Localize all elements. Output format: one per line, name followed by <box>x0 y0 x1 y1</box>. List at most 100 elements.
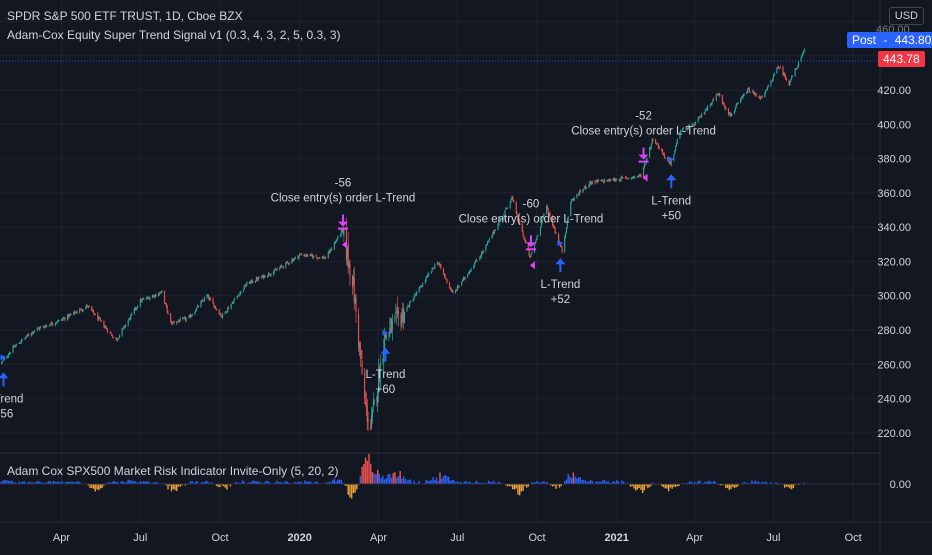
candle-body <box>202 300 204 301</box>
candle-body <box>189 315 191 317</box>
post-separator: - <box>883 33 888 47</box>
candle-body <box>717 94 719 96</box>
indicator-bar <box>803 482 805 484</box>
candle-body <box>269 274 271 276</box>
indicator-bar <box>200 482 202 484</box>
candle-body <box>704 111 706 114</box>
currency-button[interactable]: USD <box>888 7 924 25</box>
candle-body <box>461 282 463 286</box>
indicator-bar <box>662 484 665 488</box>
indicator-bar <box>463 481 465 484</box>
candle-body <box>306 254 308 256</box>
candle-body <box>789 81 791 86</box>
candle-body <box>688 124 690 127</box>
indicator-bar <box>432 477 434 484</box>
indicator-bar <box>775 482 777 484</box>
indicator-bar <box>382 475 384 484</box>
candle-body <box>595 179 597 181</box>
candle-body <box>528 250 530 257</box>
candle-body <box>226 311 228 313</box>
candle-body <box>552 216 554 226</box>
candle-body <box>621 177 623 179</box>
candle-body <box>64 318 66 320</box>
candle-body <box>491 235 493 239</box>
candle-body <box>158 292 160 295</box>
indicator-bar <box>324 482 327 484</box>
indicator-bar <box>0 482 1 484</box>
candle-body <box>530 254 532 258</box>
candle-body <box>149 297 151 300</box>
candle-body <box>536 236 538 240</box>
candle-body <box>191 314 193 316</box>
indicator-bar <box>122 481 124 484</box>
candle-body <box>721 95 723 103</box>
indicator-bar <box>179 484 181 487</box>
candle-body <box>434 264 436 268</box>
time-axis[interactable]: Apr Jul Oct 2020 Apr Jul Oct 2021 Apr Jul Oct <box>53 532 862 544</box>
candle-body <box>656 143 658 145</box>
indicator-bar <box>127 479 129 484</box>
indicator-bar <box>278 482 280 484</box>
candle-body <box>650 143 652 148</box>
indicator-bar <box>641 484 644 494</box>
candle-body <box>407 305 409 308</box>
candle-body <box>383 350 385 363</box>
indicator-bar <box>40 482 43 484</box>
candle-body <box>209 298 211 300</box>
candle-body <box>766 87 768 91</box>
strategy-title[interactable]: Adam-Cox Equity Super Trend Signal v1 (0… <box>7 28 341 42</box>
candle-body <box>559 243 561 247</box>
candle-body <box>275 269 277 271</box>
indicator-bar <box>790 484 793 490</box>
candle-body <box>335 240 337 242</box>
candle-body <box>731 114 733 115</box>
candle-body <box>421 286 423 288</box>
candle-body <box>734 107 736 110</box>
candle-body <box>548 213 550 215</box>
indicator-bar <box>758 481 760 484</box>
indicator-bar <box>515 484 517 489</box>
candle-body <box>183 317 185 319</box>
indicator-bar <box>103 484 105 486</box>
candle-body <box>439 264 441 266</box>
candle-body <box>20 342 22 344</box>
indicator-bar <box>340 479 342 484</box>
indicator-bar <box>205 480 207 484</box>
candle-body <box>522 231 524 237</box>
candle-body <box>701 113 703 118</box>
indicator-bar <box>136 482 138 484</box>
indicator-bar <box>441 478 443 484</box>
indicator-bar <box>709 481 711 484</box>
indicator-bar <box>719 484 722 486</box>
candle-body <box>431 267 433 271</box>
indicator-bar <box>267 481 270 484</box>
candle-body <box>48 324 50 326</box>
candle-body <box>280 265 283 267</box>
symbol-title[interactable]: SPDR S&P 500 ETF TRUST, 1D, Cboe BZX <box>7 9 243 23</box>
indicator-bar <box>1 481 3 484</box>
candle-body <box>525 240 527 244</box>
candle-body <box>662 150 664 154</box>
price-axis[interactable]: 220.00 240.00 260.00 280.00 300.00 320.00 340.… <box>877 85 911 440</box>
candle-body <box>232 302 234 304</box>
indicator-title[interactable]: Adam Cox SPX500 Market Risk Indicator In… <box>7 464 339 478</box>
candle-body <box>105 326 107 328</box>
indicator-bar <box>614 482 616 484</box>
candle-body <box>620 177 622 182</box>
time-tick-label: Apr <box>686 532 703 544</box>
candle-body <box>353 277 355 302</box>
candle-body <box>112 336 114 338</box>
candle-body <box>430 271 432 274</box>
candle-body <box>445 278 447 280</box>
indicator-bar <box>347 484 349 495</box>
candle-body <box>765 90 767 94</box>
indicator-bar <box>77 481 79 484</box>
candle-body <box>124 326 126 328</box>
candle-body <box>583 188 585 190</box>
candle-body <box>264 275 266 278</box>
candle-body <box>215 306 217 309</box>
candle-body <box>610 178 612 182</box>
candle-body <box>516 213 518 216</box>
candle-body <box>634 177 636 178</box>
